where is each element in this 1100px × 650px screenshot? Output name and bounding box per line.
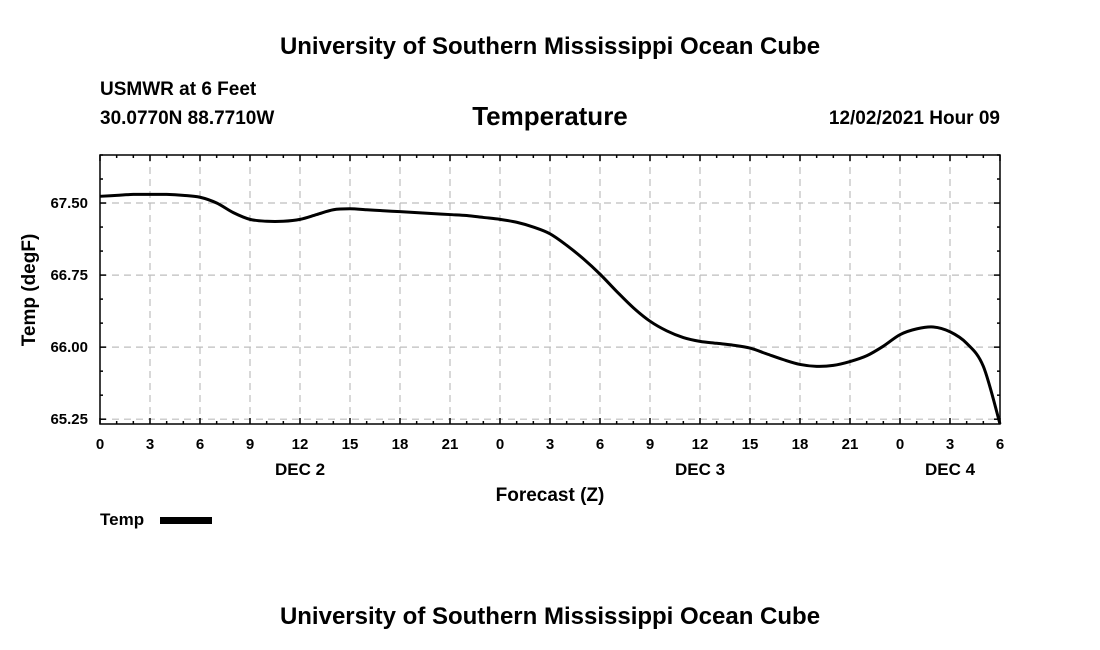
legend-label-temp: Temp [100, 510, 144, 529]
day-label: DEC 3 [675, 460, 725, 479]
x-axis-label: Forecast (Z) [496, 485, 605, 506]
legend-swatch-temp [160, 517, 212, 524]
station-label: USMWR at 6 Feet [100, 79, 257, 100]
grid-lines [100, 155, 1000, 424]
x-tick-label: 21 [842, 436, 859, 453]
x-tick-label: 15 [342, 436, 359, 453]
day-label: DEC 2 [275, 460, 325, 479]
x-tick-label: 3 [946, 436, 954, 453]
x-tick-label: 18 [392, 436, 409, 453]
x-tick-label: 0 [96, 436, 104, 453]
forecast-timestamp: 12/02/2021 Hour 09 [829, 108, 1000, 129]
axis-ticks [99, 154, 1001, 424]
x-tick-label: 3 [546, 436, 554, 453]
x-tick-label: 6 [196, 436, 204, 453]
page-title-bottom: University of Southern Mississippi Ocean… [280, 603, 820, 630]
x-tick-label: 9 [646, 436, 654, 453]
x-tick-label: 0 [896, 436, 904, 453]
x-tick-label: 3 [146, 436, 154, 453]
y-tick-label: 65.25 [50, 411, 88, 428]
x-tick-label: 18 [792, 436, 809, 453]
x-tick-label: 0 [496, 436, 504, 453]
x-tick-label: 12 [692, 436, 709, 453]
station-coords: 30.0770N 88.7710W [100, 108, 274, 129]
x-tick-label: 9 [246, 436, 254, 453]
x-tick-label: 6 [596, 436, 604, 453]
axis-tick-labels: 0 3 6 9 12 15 18 21 0 3 6 9 12 15 18 21 0 3 6 65.25 66.00 66.… [50, 195, 1004, 479]
chart-title: Temperature [472, 101, 628, 131]
y-tick-label: 66.75 [50, 267, 88, 284]
x-tick-label: 15 [742, 436, 759, 453]
y-tick-label: 67.50 [50, 195, 88, 212]
x-tick-label: 6 [996, 436, 1004, 453]
legend: Temp [100, 510, 212, 529]
y-axis-label: Temp (degF) [19, 234, 40, 347]
x-tick-label: 12 [292, 436, 309, 453]
series-line-temp [99, 192, 1002, 425]
x-tick-label: 21 [442, 436, 459, 453]
y-tick-label: 66.00 [50, 339, 88, 356]
page-title-top: University of Southern Mississippi Ocean… [280, 33, 820, 60]
day-label: DEC 4 [925, 460, 976, 479]
series-layer [99, 192, 1002, 425]
